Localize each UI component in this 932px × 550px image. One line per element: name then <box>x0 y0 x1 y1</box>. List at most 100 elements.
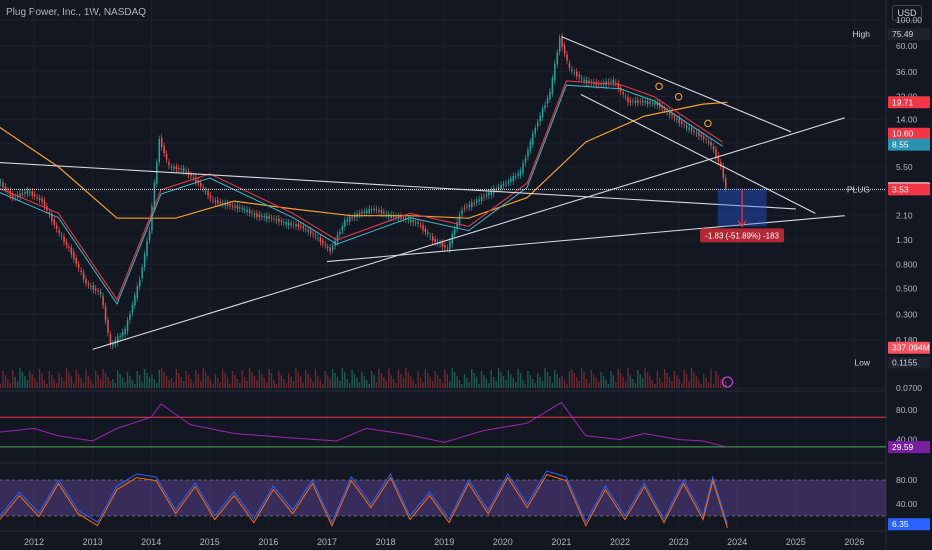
candle-body <box>26 190 29 194</box>
volume-bar <box>214 374 217 388</box>
candle-body <box>463 207 466 209</box>
candle-body <box>48 212 51 215</box>
candle-body <box>63 236 65 243</box>
candle-body <box>239 207 241 209</box>
candle-body <box>200 182 202 187</box>
trendline <box>326 215 845 263</box>
candle-body <box>124 328 126 335</box>
time-tick-label: 2015 <box>200 537 220 547</box>
volume-bar <box>102 369 104 388</box>
volume-bar <box>226 377 229 388</box>
volume-bar <box>505 380 507 388</box>
volume-bar <box>187 375 190 388</box>
price-tick-label: 0.300 <box>896 309 918 319</box>
time-tick-label: 2023 <box>669 537 689 547</box>
volume-bar <box>117 370 119 388</box>
volume-bar <box>200 381 202 388</box>
candle-body <box>629 100 632 103</box>
candle-body <box>207 191 209 196</box>
volume-bar <box>512 378 514 388</box>
candle-body <box>153 182 156 209</box>
price-label-value: 337.094M <box>892 343 930 353</box>
candle-body <box>280 220 283 222</box>
candle-body <box>156 162 158 184</box>
volume-bar <box>9 383 11 388</box>
volume-bar <box>129 376 131 388</box>
volume-bar <box>541 381 544 388</box>
volume-bar <box>97 375 99 388</box>
price-tick-label: 0.180 <box>896 335 918 345</box>
candle-body <box>24 192 26 194</box>
candle-body <box>502 184 505 186</box>
volume-bar <box>143 369 146 388</box>
candle-body <box>168 162 170 166</box>
volume-bar <box>373 375 375 388</box>
volume-bar <box>366 380 368 388</box>
volume-bar <box>473 373 475 388</box>
candle-body <box>478 199 480 202</box>
volume-bar <box>138 375 141 388</box>
volume-bar <box>576 377 578 388</box>
volume-bar <box>87 376 90 388</box>
candle-body <box>561 36 563 47</box>
volume-bar <box>63 381 65 388</box>
volume-bar <box>131 380 134 388</box>
volume-bar <box>534 383 536 388</box>
volume-bar <box>605 380 607 388</box>
candle-body <box>51 213 53 222</box>
volume-bar <box>698 380 700 388</box>
candle-body <box>329 247 331 252</box>
volume-bar <box>483 375 485 388</box>
volume-bar <box>31 374 33 388</box>
trendline <box>0 161 796 210</box>
volume-bar <box>715 371 717 388</box>
volume-bar <box>695 376 698 388</box>
volume-bar <box>624 381 627 388</box>
candle-body <box>236 205 239 209</box>
volume-bar <box>661 382 663 388</box>
pivot-marker <box>674 92 683 101</box>
volume-bar <box>388 368 390 388</box>
candle-body <box>473 202 475 204</box>
volume-bar <box>588 383 590 388</box>
ma-mid-line <box>0 84 723 305</box>
candle-body <box>490 189 493 196</box>
volume-bar <box>283 379 285 388</box>
trendline <box>92 117 845 350</box>
candle-body <box>488 192 490 196</box>
volume-bar <box>517 369 519 388</box>
candle-body <box>715 148 717 158</box>
volume-bar <box>627 368 629 388</box>
volume-bar <box>212 384 214 388</box>
volume-bar <box>427 373 429 388</box>
candle-body <box>505 183 507 185</box>
candle-body <box>541 108 544 118</box>
volume-bar <box>107 377 109 388</box>
price-tick-label: 60.00 <box>896 41 918 51</box>
volume-bar <box>671 381 673 388</box>
volume-bar <box>668 377 671 388</box>
volume-bar <box>573 373 576 388</box>
volume-bar <box>292 381 295 388</box>
candle-body <box>327 246 329 249</box>
volume-bar <box>510 374 512 388</box>
volume-bar <box>2 371 4 388</box>
volume-bar <box>148 377 151 388</box>
volume-bar <box>14 377 16 388</box>
candle-body <box>707 141 710 143</box>
currency-button[interactable]: USD <box>892 5 922 21</box>
volume-bar <box>536 373 539 388</box>
volume-bar <box>412 380 414 388</box>
volume-bar <box>168 380 170 388</box>
candle-body <box>175 166 178 170</box>
candle-body <box>671 114 673 116</box>
price-tick-label: 0.0700 <box>896 383 922 393</box>
volume-bar <box>41 373 43 388</box>
candle-body <box>441 242 444 247</box>
candle-body <box>466 206 468 208</box>
candle-body <box>0 181 2 183</box>
candle-body <box>681 121 683 124</box>
volume-bar <box>95 371 97 388</box>
candle-body <box>395 216 397 218</box>
